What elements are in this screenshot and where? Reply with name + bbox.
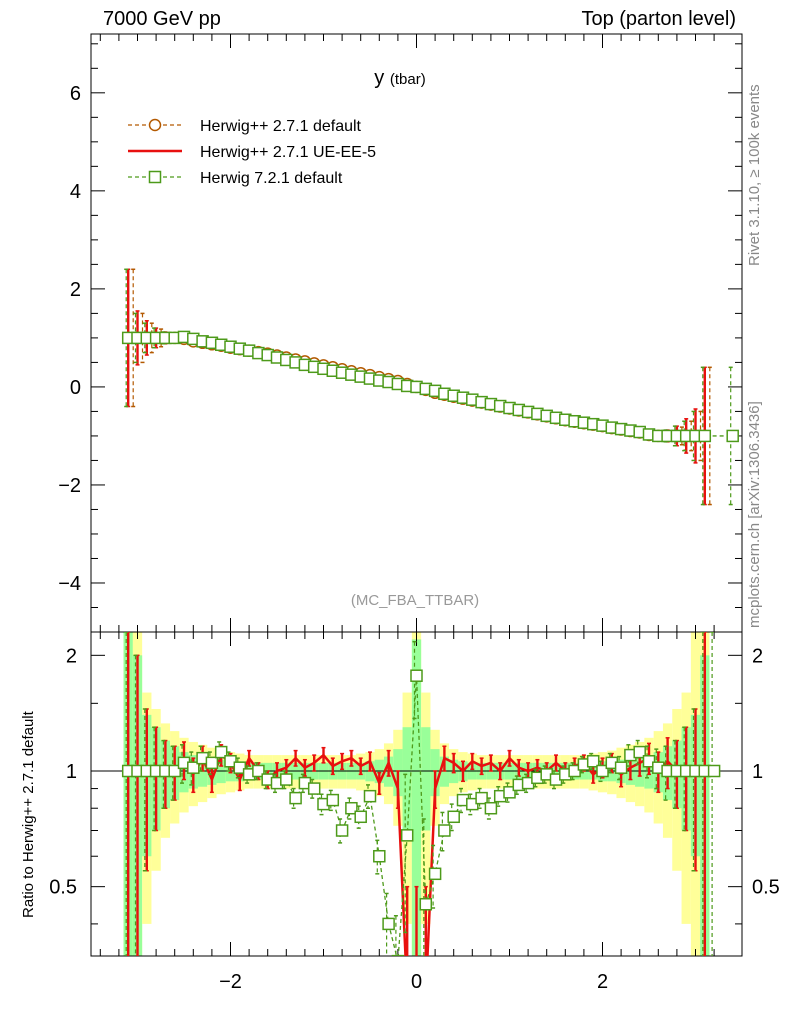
ratio-point [642,755,656,768]
ratio-point [363,789,377,803]
main-chart-title-sub: (tbar) [390,71,426,88]
ratio-point [289,791,302,805]
main-chart-title: y (tbar) [374,67,425,89]
main-ytick-label: −4 [58,573,81,595]
ratio-ytick-label-left: 0.5 [49,877,77,899]
ratio-xtick-label: 2 [597,971,608,993]
ratio-ytick-label-left: 2 [66,645,77,667]
main-point [726,429,739,443]
ratio-point [335,824,349,837]
ratio-point [447,810,460,824]
ratio-point [326,793,340,807]
ratio-point [382,917,395,931]
ratio-point [633,745,646,759]
legend-label: Herwig++ 2.7.1 UE-EE-5 [200,144,376,161]
header-left: 7000 GeV pp [103,8,221,30]
legend-marker [148,118,162,132]
ratio-point [214,745,228,759]
ratio-point [233,761,247,774]
ratio-ytick-label-right: 0.5 [752,877,780,899]
ratio-point [475,791,488,805]
ratio-band-inner [402,727,412,831]
ratio-point [438,824,451,837]
legend-label: Herwig++ 2.7.1 default [200,118,362,135]
analysis-watermark: (MC_FBA_TTBAR) [351,592,479,609]
ratio-point [568,764,581,778]
main-point [698,429,712,443]
ratio-point [391,954,405,956]
ratio-xtick-label: −2 [219,971,242,993]
ratio-point [168,764,181,778]
header-right: Top (parton level) [581,8,736,30]
ratio-band-inner [421,727,431,831]
ratio-point [354,810,367,824]
ratio-ytick-label-right: 1 [752,761,763,783]
ratio-xtick-label: 0 [411,971,422,993]
ratio-point [586,755,600,768]
ratio-point [373,849,386,863]
ratio-point [707,764,721,778]
legend-label: Herwig 7.2.1 default [200,170,343,187]
ratio-point [224,755,237,768]
main-chart-title-main: y [374,67,390,89]
ratio-point [307,782,321,795]
main-ytick-label: 2 [70,279,81,301]
ratio-point [596,764,609,778]
ratio-point [252,764,265,778]
legend: Herwig++ 2.7.1 default Herwig++ 2.7.1 UE-… [128,118,376,187]
main-ytick-label: 0 [70,377,81,399]
ratio-band-inner [411,639,422,956]
legend-marker [148,170,162,184]
main-series-herwig-7-2-1-default [121,268,739,506]
ratio-point [205,756,219,770]
ratio-point [400,829,414,842]
ratio-ytick-label-right: 2 [752,645,763,667]
main-ytick-label: 6 [70,83,81,105]
ratio-point [484,801,498,815]
ratio-point [345,801,358,815]
ratio-point [187,761,200,774]
ratio-point [614,761,628,774]
main-ytick-label: −2 [58,475,81,497]
ratio-series-herwig-7-2-1-default [121,632,721,956]
main-ytick-label: 4 [70,181,81,203]
ratio-point [503,786,516,799]
ratio-ytick-label-left: 1 [66,761,77,783]
ratio-point [410,669,423,682]
ratio-point [280,773,293,786]
ratio-point [428,867,442,881]
ratio-point [419,897,433,911]
